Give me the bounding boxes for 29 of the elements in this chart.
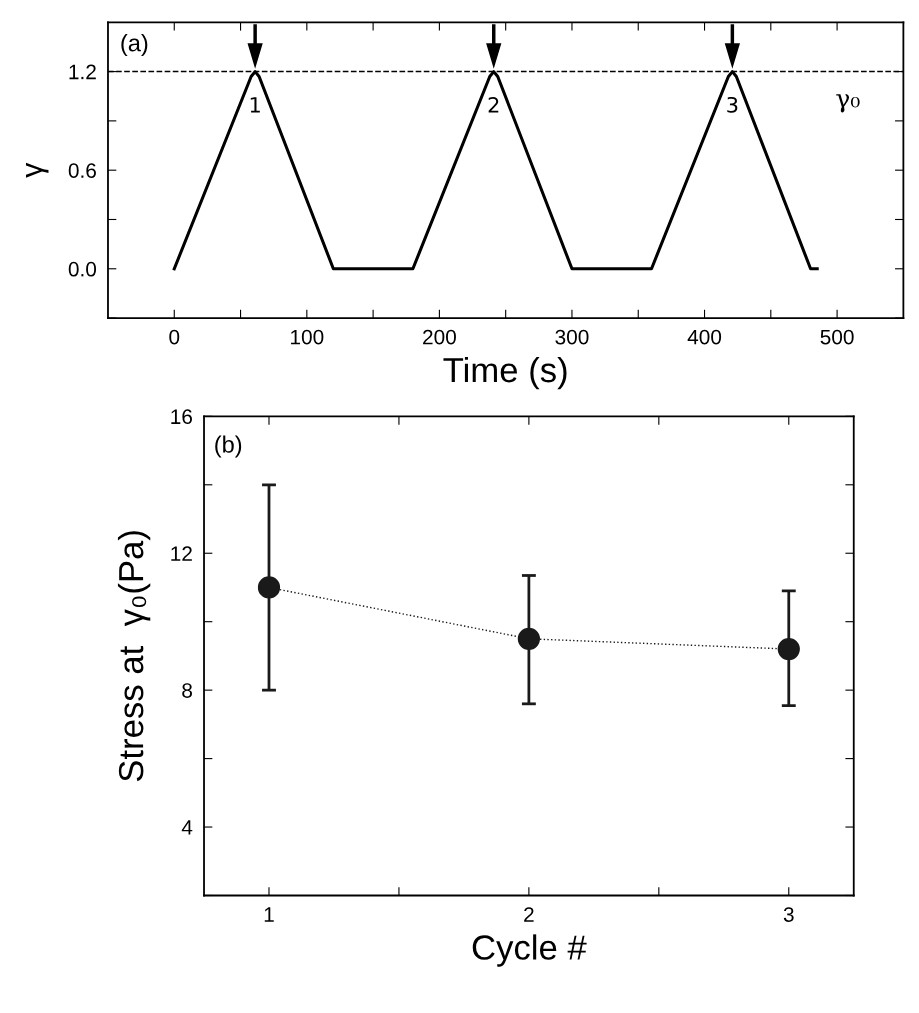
- y-tick-label: 0.0: [68, 261, 97, 277]
- y-tick-label: 16: [171, 409, 192, 425]
- x-tick-label: 2: [524, 907, 534, 922]
- x-axis-title: Cycle #: [472, 934, 587, 967]
- annotation: (a): [121, 34, 148, 57]
- point: [257, 576, 281, 599]
- point: [517, 627, 540, 650]
- x-tick-label: 400: [687, 329, 722, 345]
- x-axis-title: Time (s): [443, 356, 567, 390]
- y-tick-label: 4: [181, 820, 193, 835]
- y-tick-label: 8: [182, 683, 192, 698]
- y-tick-label: 1.2: [69, 64, 96, 80]
- annotation: (b): [215, 435, 242, 458]
- x-tick-label: 0: [169, 329, 180, 345]
- annotation: 2: [488, 96, 499, 113]
- ref-line-label: γ₀: [836, 94, 860, 113]
- y-axis-title: γ: [25, 162, 49, 178]
- x-tick-label: 200: [423, 329, 456, 345]
- x-tick-label: 300: [555, 329, 589, 345]
- x-tick-label: 3: [783, 907, 794, 922]
- annotation: 1: [250, 97, 260, 113]
- annotation: 3: [727, 96, 738, 113]
- y-axis-title: Stress at γ₀(Pa): [117, 531, 151, 782]
- x-tick-label: 100: [291, 329, 324, 345]
- y-tick-label: 12: [171, 546, 192, 561]
- x-tick-label: 500: [820, 329, 854, 345]
- x-tick-label: 1: [264, 907, 274, 922]
- y-tick-label: 0.6: [68, 163, 96, 178]
- point: [777, 637, 800, 661]
